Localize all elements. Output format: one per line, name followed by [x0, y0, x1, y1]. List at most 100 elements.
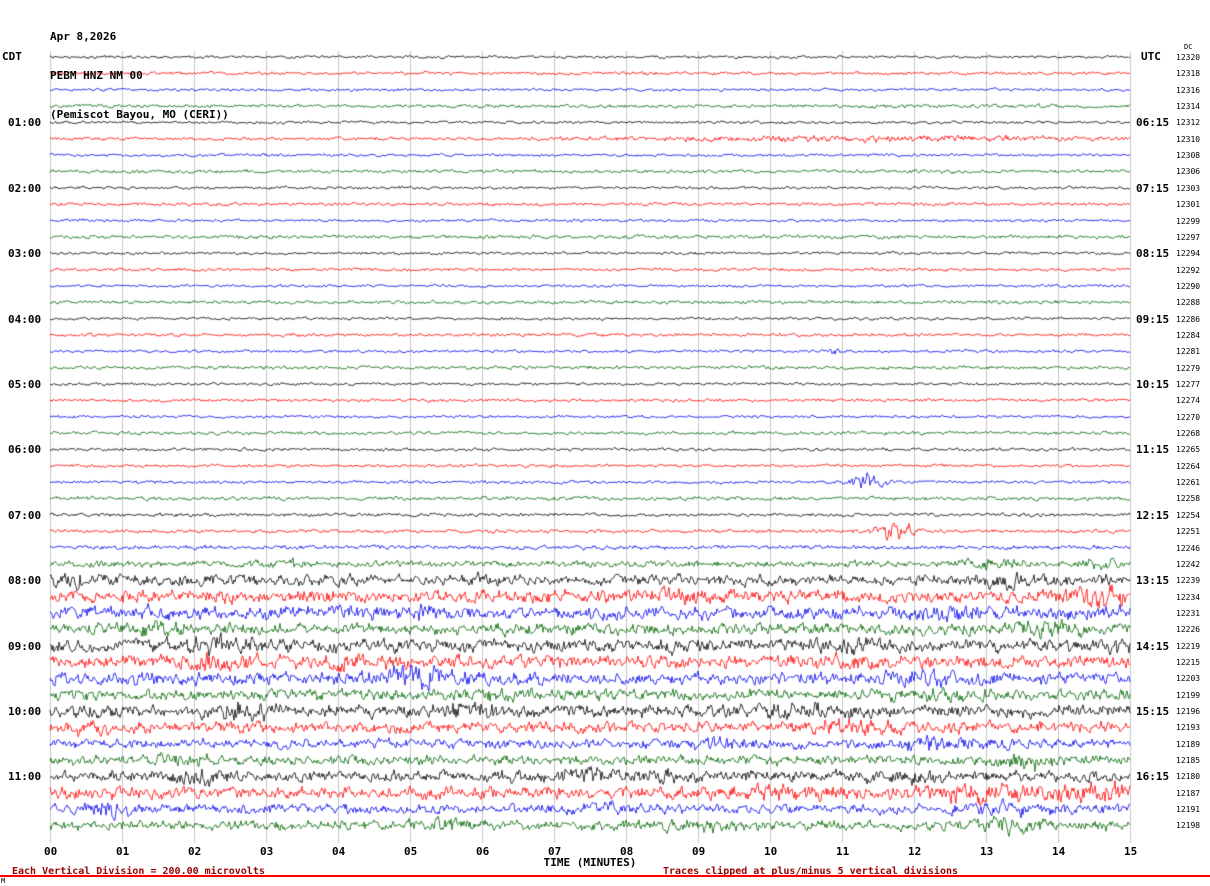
- cdt-hour-label: 02:00: [8, 181, 42, 195]
- dc-value: 12306: [1176, 167, 1201, 177]
- dc-value: 12246: [1176, 543, 1201, 553]
- dc-value: 12274: [1176, 396, 1201, 406]
- utc-hour-label: 10:15: [1136, 378, 1170, 391]
- dc-value: 12303: [1176, 183, 1201, 193]
- cdt-hour-label: 04:00: [8, 312, 42, 326]
- x-tick-label: 11: [836, 845, 850, 858]
- dc-value: 12288: [1176, 298, 1201, 308]
- header-location: (Pemiscot Bayou, MO (CERI)): [50, 108, 229, 121]
- x-tick-label: 09: [692, 845, 706, 858]
- dc-value: 12268: [1176, 429, 1201, 439]
- x-tick-label: 10: [764, 845, 778, 858]
- dc-value: 12299: [1176, 216, 1201, 226]
- footer-scale-note: Each Vertical Division = 200.00 microvol…: [12, 866, 265, 877]
- dc-value: 12191: [1176, 805, 1201, 815]
- cdt-hour-label: 08:00: [8, 574, 42, 588]
- dc-value: 12316: [1176, 85, 1201, 95]
- cdt-hour-label: 05:00: [8, 378, 42, 391]
- dc-value: 12239: [1176, 576, 1201, 586]
- right-timezone-label: UTC: [1141, 50, 1161, 63]
- dc-value: 12277: [1176, 380, 1201, 389]
- dc-value: 12193: [1176, 723, 1201, 733]
- cdt-hour-label: 03:00: [8, 247, 42, 261]
- utc-hour-label: 14:15: [1136, 639, 1170, 653]
- x-tick-label: 14: [1052, 845, 1066, 858]
- dc-value: 12203: [1176, 674, 1201, 684]
- x-tick-label: 00: [44, 845, 58, 858]
- x-tick-label: 15: [1124, 845, 1138, 858]
- x-tick-label: 02: [188, 845, 202, 858]
- cdt-hour-label: 01:00: [8, 116, 42, 130]
- dc-value: 12226: [1176, 625, 1201, 635]
- corner-glyph: M: [1, 877, 6, 885]
- dc-value: 12284: [1176, 330, 1201, 340]
- x-tick-label: 06: [476, 845, 490, 858]
- cdt-hour-label: 11:00: [8, 770, 42, 784]
- dc-value: 12281: [1176, 347, 1201, 357]
- cdt-hour-label: 06:00: [8, 443, 42, 457]
- dc-value: 12310: [1176, 134, 1201, 144]
- dc-value: 12254: [1176, 510, 1201, 520]
- utc-hour-label: 16:15: [1136, 770, 1170, 784]
- dc-value: 12265: [1176, 445, 1201, 455]
- x-axis-title: TIME (MINUTES): [543, 856, 637, 869]
- utc-hour-label: 13:15: [1136, 574, 1170, 588]
- dc-value: 12242: [1176, 559, 1201, 569]
- cdt-hour-label: 09:00: [8, 639, 42, 653]
- x-tick-label: 03: [260, 845, 274, 858]
- dc-value: 12198: [1176, 821, 1201, 831]
- utc-hour-label: 12:15: [1136, 508, 1170, 522]
- utc-hour-label: 07:15: [1136, 181, 1170, 195]
- dc-value: 12264: [1176, 461, 1201, 471]
- footer-red-line: [0, 875, 1210, 877]
- x-tick-label: 07: [548, 845, 562, 858]
- dc-value: 12251: [1176, 527, 1201, 537]
- dc-value: 12279: [1176, 363, 1201, 373]
- utc-hour-label: 08:15: [1136, 247, 1170, 261]
- plot-header: Apr 8,2026 PEBM HNZ NM 00 (Pemiscot Bayo…: [50, 4, 229, 147]
- header-station: PEBM HNZ NM 00: [50, 69, 143, 82]
- dc-value: 12297: [1176, 232, 1201, 242]
- dc-value: 12187: [1176, 788, 1201, 798]
- dc-value: 12290: [1176, 281, 1201, 291]
- utc-hour-label: 15:15: [1136, 705, 1170, 718]
- dc-value: 12292: [1176, 265, 1201, 275]
- dc-value: 12312: [1176, 118, 1201, 128]
- footer-clip-note: Traces clipped at plus/minus 5 vertical …: [663, 866, 959, 877]
- x-tick-label: 04: [332, 845, 346, 858]
- dc-value: 12308: [1176, 151, 1201, 161]
- dc-value: 12261: [1176, 478, 1201, 488]
- dc-value: 12258: [1176, 494, 1201, 504]
- utc-hour-label: 06:15: [1136, 116, 1170, 130]
- x-tick-label: 01: [116, 845, 130, 858]
- dc-value: 12185: [1176, 756, 1201, 766]
- x-tick-label: 08: [620, 845, 634, 858]
- header-date: Apr 8,2026: [50, 30, 117, 43]
- dc-value: 12231: [1176, 608, 1201, 618]
- utc-hour-label: 11:15: [1136, 443, 1170, 457]
- dc-value: 12286: [1176, 314, 1201, 324]
- cdt-hour-label: 10:00: [8, 705, 42, 718]
- dc-value: 12196: [1176, 707, 1201, 716]
- dc-value: 12215: [1176, 657, 1201, 667]
- left-timezone-label: CDT: [2, 50, 22, 63]
- dc-value: 12189: [1176, 739, 1201, 749]
- dc-value: 12314: [1176, 102, 1201, 112]
- dc-value: 12199: [1176, 690, 1201, 700]
- x-tick-label: 05: [404, 845, 418, 858]
- dc-value: 12320: [1176, 53, 1201, 62]
- utc-hour-label: 09:15: [1136, 312, 1170, 326]
- dc-value: 12270: [1176, 412, 1201, 422]
- dc-column-label: DC: [1184, 43, 1193, 51]
- dc-value: 12219: [1176, 641, 1201, 651]
- x-tick-label: 13: [980, 845, 994, 858]
- dc-value: 12234: [1176, 592, 1201, 602]
- cdt-hour-label: 07:00: [8, 508, 42, 522]
- dc-value: 12301: [1176, 200, 1201, 210]
- x-tick-label: 12: [908, 845, 922, 858]
- dc-value: 12318: [1176, 69, 1201, 79]
- dc-value: 12180: [1176, 772, 1201, 782]
- dc-value: 12294: [1176, 249, 1201, 259]
